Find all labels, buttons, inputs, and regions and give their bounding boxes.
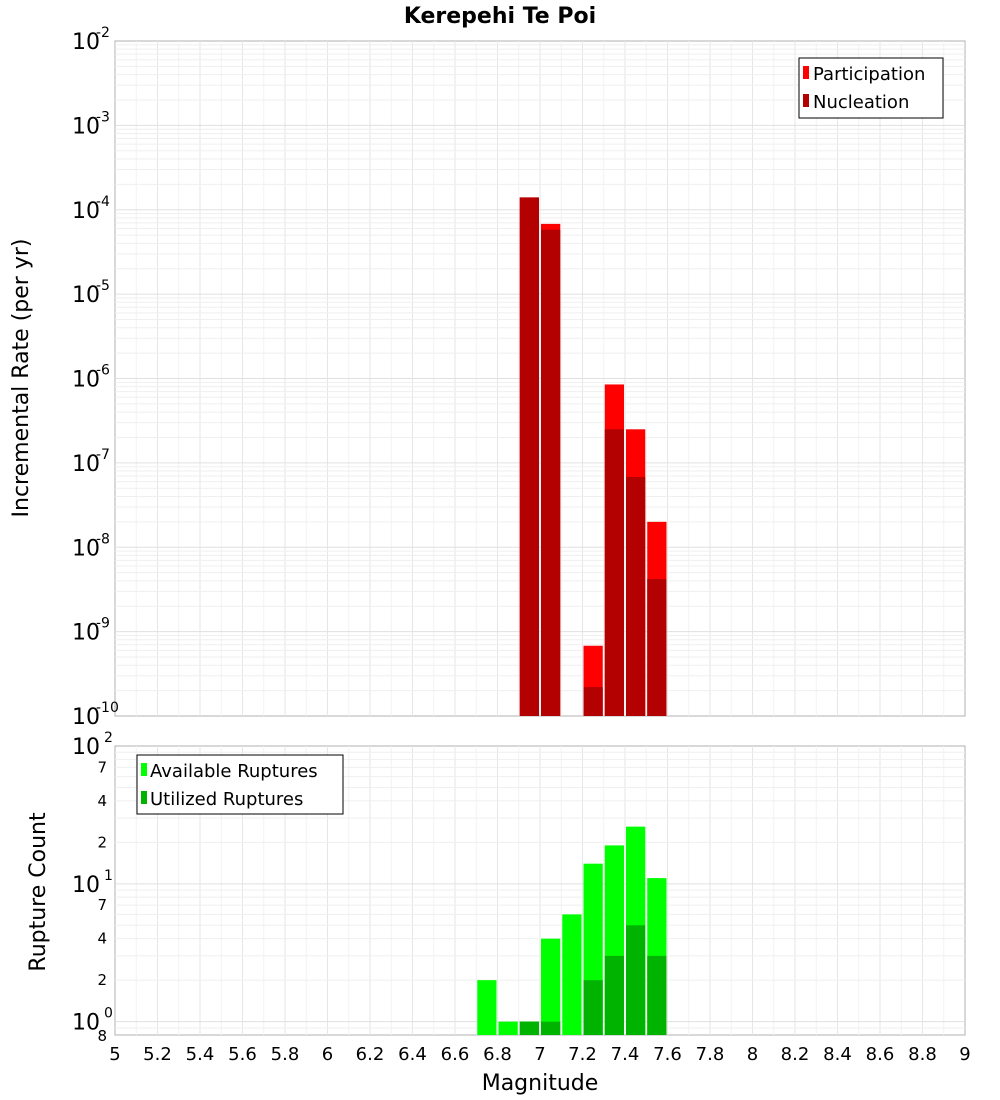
y-tick-label: 10: [72, 368, 100, 393]
y-tick-label: 10: [72, 705, 100, 730]
count-bars: [477, 826, 667, 1035]
x-tick-label: 9: [959, 1044, 970, 1065]
rate-legend: Participation Nucleation: [798, 57, 944, 119]
y-tick-exponent: 0: [104, 1006, 113, 1022]
y-tick-label: 10: [72, 536, 100, 561]
x-tick-label: 5: [109, 1044, 120, 1065]
y-tick-exponent: 1: [104, 868, 113, 884]
count-legend-box: [136, 754, 344, 815]
y-tick-label: 10: [72, 283, 100, 308]
legend-swatch-participation: [803, 66, 809, 79]
y-tick-exponent: -5: [96, 278, 110, 294]
rate-bars: [519, 197, 667, 717]
legend-swatch-available: [141, 763, 147, 776]
x-axis-ticks: 5 5.2 5.4 5.6 5.8 6 6.2 6.4 6.6 6.8 7 7.2 7.4 7.6 7.8 8…: [109, 1044, 970, 1065]
bar-nucleation: [541, 229, 561, 717]
legend-label-available: Available Ruptures: [150, 761, 318, 782]
y-tick-label: 10: [72, 873, 100, 898]
legend-label-participation: Participation: [813, 64, 925, 85]
y-minor-tick-label: 2: [97, 833, 107, 851]
bar-utilized-ruptures: [541, 1021, 561, 1035]
y-minor-tick-label: 2: [97, 971, 107, 989]
y-minor-tick-label: 4: [97, 792, 107, 810]
y-tick-exponent: -6: [96, 363, 110, 379]
y-tick-label: 10: [72, 621, 100, 646]
x-axis-label: Magnitude: [482, 1071, 599, 1096]
x-tick-label: 8.6: [866, 1044, 895, 1065]
bar-nucleation: [626, 477, 646, 716]
x-tick-label: 7.6: [653, 1044, 682, 1065]
x-tick-label: 8.2: [781, 1044, 810, 1065]
x-tick-label: 7.2: [568, 1044, 597, 1065]
bar-utilized-ruptures: [604, 955, 624, 1035]
rate-legend-box: [798, 57, 944, 119]
bar-utilized-ruptures: [626, 925, 646, 1035]
rate-y-axis-label: Incremental Rate (per yr): [9, 239, 34, 518]
y-minor-tick-label: 7: [97, 758, 107, 776]
x-tick-label: 6: [322, 1044, 333, 1065]
bar-nucleation: [604, 429, 624, 716]
x-tick-label: 5.4: [186, 1044, 215, 1065]
x-tick-label: 7: [534, 1044, 545, 1065]
y-tick-label: 10: [72, 114, 100, 139]
bar-nucleation: [647, 579, 667, 716]
y-tick-exponent: -8: [96, 531, 110, 547]
y-tick-label: 10: [72, 735, 100, 760]
y-tick-exponent: -4: [96, 194, 110, 210]
y-tick-label: 10: [72, 199, 100, 224]
x-tick-label: 8: [747, 1044, 758, 1065]
bar-utilized-ruptures: [583, 980, 603, 1035]
chart-title: Kerepehi Te Poi: [404, 4, 596, 29]
y-tick-exponent: -10: [96, 700, 119, 716]
y-tick-exponent: -9: [96, 616, 110, 632]
x-tick-label: 8.4: [823, 1044, 852, 1065]
bar-available-ruptures: [477, 980, 497, 1035]
bar-utilized-ruptures: [647, 955, 667, 1035]
x-tick-label: 5.8: [271, 1044, 300, 1065]
count-legend: Available Ruptures Utilized Ruptures: [136, 754, 344, 815]
bar-nucleation: [583, 687, 603, 716]
y-tick-exponent: -7: [96, 447, 110, 463]
rate-gridlines: [115, 41, 965, 716]
bar-utilized-ruptures: [519, 1021, 539, 1035]
legend-swatch-utilized: [141, 791, 147, 804]
y-tick-exponent: -2: [96, 25, 110, 41]
y-minor-tick-label: 7: [97, 896, 107, 914]
bar-available-ruptures: [541, 938, 561, 1035]
x-tick-label: 6.8: [483, 1044, 512, 1065]
y-minor-tick-label: 8: [97, 1027, 107, 1045]
x-tick-label: 7.8: [696, 1044, 725, 1065]
bar-available-ruptures: [498, 1021, 518, 1035]
y-tick-label: 10: [72, 1011, 100, 1036]
y-minor-tick-label: 4: [97, 930, 107, 948]
x-tick-label: 5.2: [143, 1044, 172, 1065]
legend-label-utilized: Utilized Ruptures: [150, 789, 303, 810]
legend-swatch-nucleation: [803, 94, 809, 107]
y-tick-exponent: -3: [96, 109, 110, 125]
count-y-axis-label: Rupture Count: [26, 812, 51, 972]
x-tick-label: 8.8: [908, 1044, 937, 1065]
y-tick-exponent: 2: [104, 730, 113, 746]
legend-label-nucleation: Nucleation: [813, 92, 909, 113]
x-tick-label: 6.2: [356, 1044, 385, 1065]
bar-available-ruptures: [562, 914, 582, 1035]
x-tick-label: 5.6: [228, 1044, 257, 1065]
y-tick-label: 10: [72, 30, 100, 55]
x-tick-label: 6.4: [398, 1044, 427, 1065]
count-gridlines: [115, 746, 965, 1035]
x-tick-label: 7.4: [611, 1044, 640, 1065]
x-tick-label: 6.6: [441, 1044, 470, 1065]
y-tick-label: 10: [72, 452, 100, 477]
bar-nucleation: [519, 197, 539, 717]
